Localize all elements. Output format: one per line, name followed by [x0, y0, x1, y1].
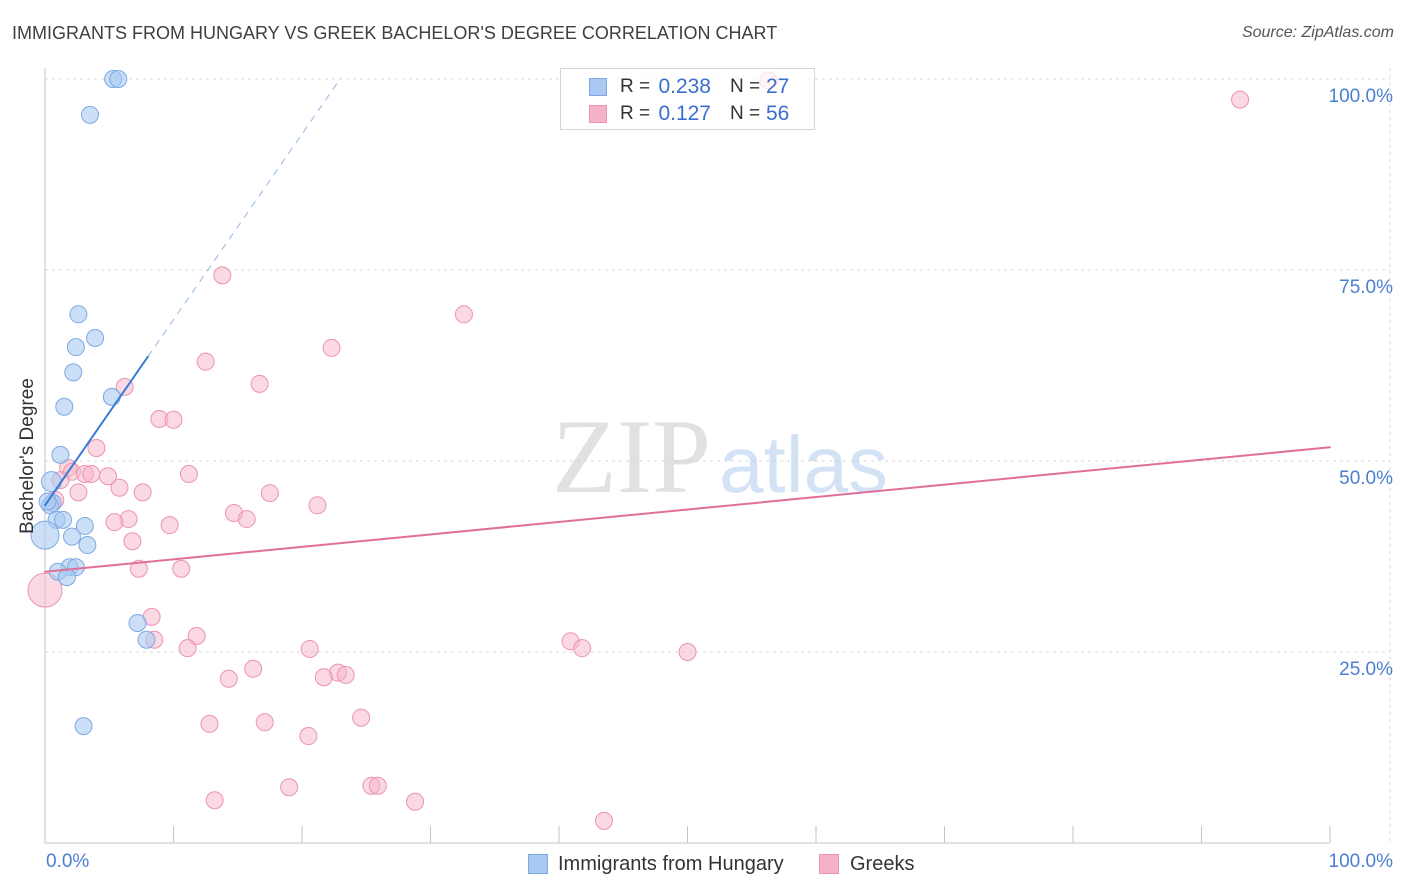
hungary-point	[69, 305, 88, 324]
legend-row-greeks: R = 0.127 N = 56	[561, 102, 814, 126]
hungary-swatch	[589, 78, 607, 96]
x-tick-label-0: 0.0%	[46, 851, 90, 872]
greeks-point	[178, 639, 197, 658]
greeks-point	[594, 811, 613, 830]
watermark: ZIP atlas	[552, 398, 888, 515]
hungary-n-value: 27	[766, 75, 790, 98]
trend-layer	[44, 78, 1331, 573]
legend-label-greeks: Greeks	[850, 853, 915, 875]
x-tick-label-100: 100.0%	[1328, 851, 1393, 872]
greeks-point	[179, 464, 198, 483]
n-label: N =	[730, 103, 761, 124]
watermark-atlas: atlas	[719, 420, 888, 509]
greeks-point	[129, 559, 148, 578]
greeks-n-value: 56	[766, 102, 790, 125]
greeks-point	[196, 352, 215, 371]
greeks-point	[678, 643, 697, 661]
greeks-point	[213, 266, 232, 285]
hungary-trend-extension	[147, 78, 341, 358]
hungary-r-value: 0.238	[658, 75, 711, 98]
hungary-point	[109, 70, 128, 88]
greeks-point	[352, 708, 371, 727]
n-label: N =	[730, 76, 761, 97]
hungary-point	[75, 516, 94, 535]
greeks-point	[160, 516, 179, 535]
greeks-point	[336, 665, 355, 684]
greeks-point	[110, 478, 129, 497]
y-tick-label-50: 50.0%	[1339, 468, 1393, 489]
greeks-point	[573, 639, 592, 658]
y-axis-label: Bachelor's Degree	[17, 378, 38, 534]
y-tick-label-75: 75.0%	[1339, 277, 1393, 298]
y-tick-label-25: 25.0%	[1339, 659, 1393, 680]
greeks-point	[205, 791, 224, 810]
greeks-point	[172, 559, 191, 578]
greeks-point	[69, 483, 88, 502]
greeks-point	[82, 464, 101, 483]
hungary-point	[30, 520, 60, 550]
hungary-point	[74, 717, 93, 736]
greeks-point	[454, 305, 473, 324]
greeks-point	[219, 669, 238, 688]
greeks-point	[237, 510, 256, 529]
greeks-point	[123, 532, 142, 551]
r-label: R =	[620, 103, 651, 124]
hungary-point	[86, 328, 105, 347]
greeks-point	[300, 639, 319, 658]
hungary-point	[128, 613, 147, 632]
hungary-point	[40, 471, 62, 493]
greeks-swatch	[589, 105, 607, 123]
chart-title: IMMIGRANTS FROM HUNGARY VS GREEK BACHELO…	[12, 23, 778, 43]
greeks-point	[299, 727, 318, 746]
legend-label-hungary: Immigrants from Hungary	[558, 853, 784, 875]
greeks-point	[280, 778, 299, 797]
hungary-point	[51, 445, 70, 464]
legend-row-hungary: R = 0.238 N = 27	[561, 75, 814, 99]
greeks-point	[200, 714, 219, 733]
hungary-point	[66, 338, 85, 357]
greeks-point	[27, 572, 63, 608]
legend-swatch-greeks	[819, 854, 839, 874]
points-layer	[27, 70, 1250, 830]
greeks-point	[255, 713, 274, 732]
hungary-trend-line	[44, 355, 149, 507]
r-label: R =	[620, 76, 651, 97]
hungary-point	[102, 387, 121, 406]
greeks-point	[244, 659, 263, 678]
hungary-point	[80, 105, 99, 124]
greeks-r-value: 0.127	[658, 102, 711, 125]
source-credit: Source: ZipAtlas.com	[1241, 24, 1394, 41]
y-tick-label-100: 100.0%	[1328, 86, 1393, 107]
greeks-point	[133, 483, 152, 502]
watermark-zip: ZIP	[552, 398, 711, 515]
hungary-point	[57, 568, 76, 587]
greeks-trend-line	[44, 446, 1331, 573]
greeks-point	[105, 513, 124, 532]
grid-layer	[45, 68, 1391, 843]
legend-swatch-hungary	[528, 854, 548, 874]
greeks-point	[250, 374, 269, 393]
hungary-point	[64, 363, 83, 382]
greeks-point	[187, 626, 206, 645]
greeks-point	[322, 338, 341, 357]
correlation-legend: R = 0.238 N = 27 R = 0.127 N = 56	[560, 68, 815, 130]
hungary-point	[62, 527, 81, 546]
greeks-point	[164, 410, 183, 429]
hungary-point	[55, 397, 74, 416]
axes-layer	[44, 68, 1331, 844]
greeks-point	[368, 776, 387, 795]
greeks-point	[1231, 90, 1250, 109]
greeks-point	[87, 439, 106, 458]
greeks-point	[260, 484, 279, 503]
greeks-point	[406, 792, 425, 811]
hungary-point	[53, 510, 72, 529]
hungary-point	[78, 536, 97, 555]
greeks-point	[308, 496, 327, 515]
hungary-point	[137, 630, 156, 649]
greeks-point	[98, 467, 117, 486]
greeks-point	[314, 668, 333, 687]
